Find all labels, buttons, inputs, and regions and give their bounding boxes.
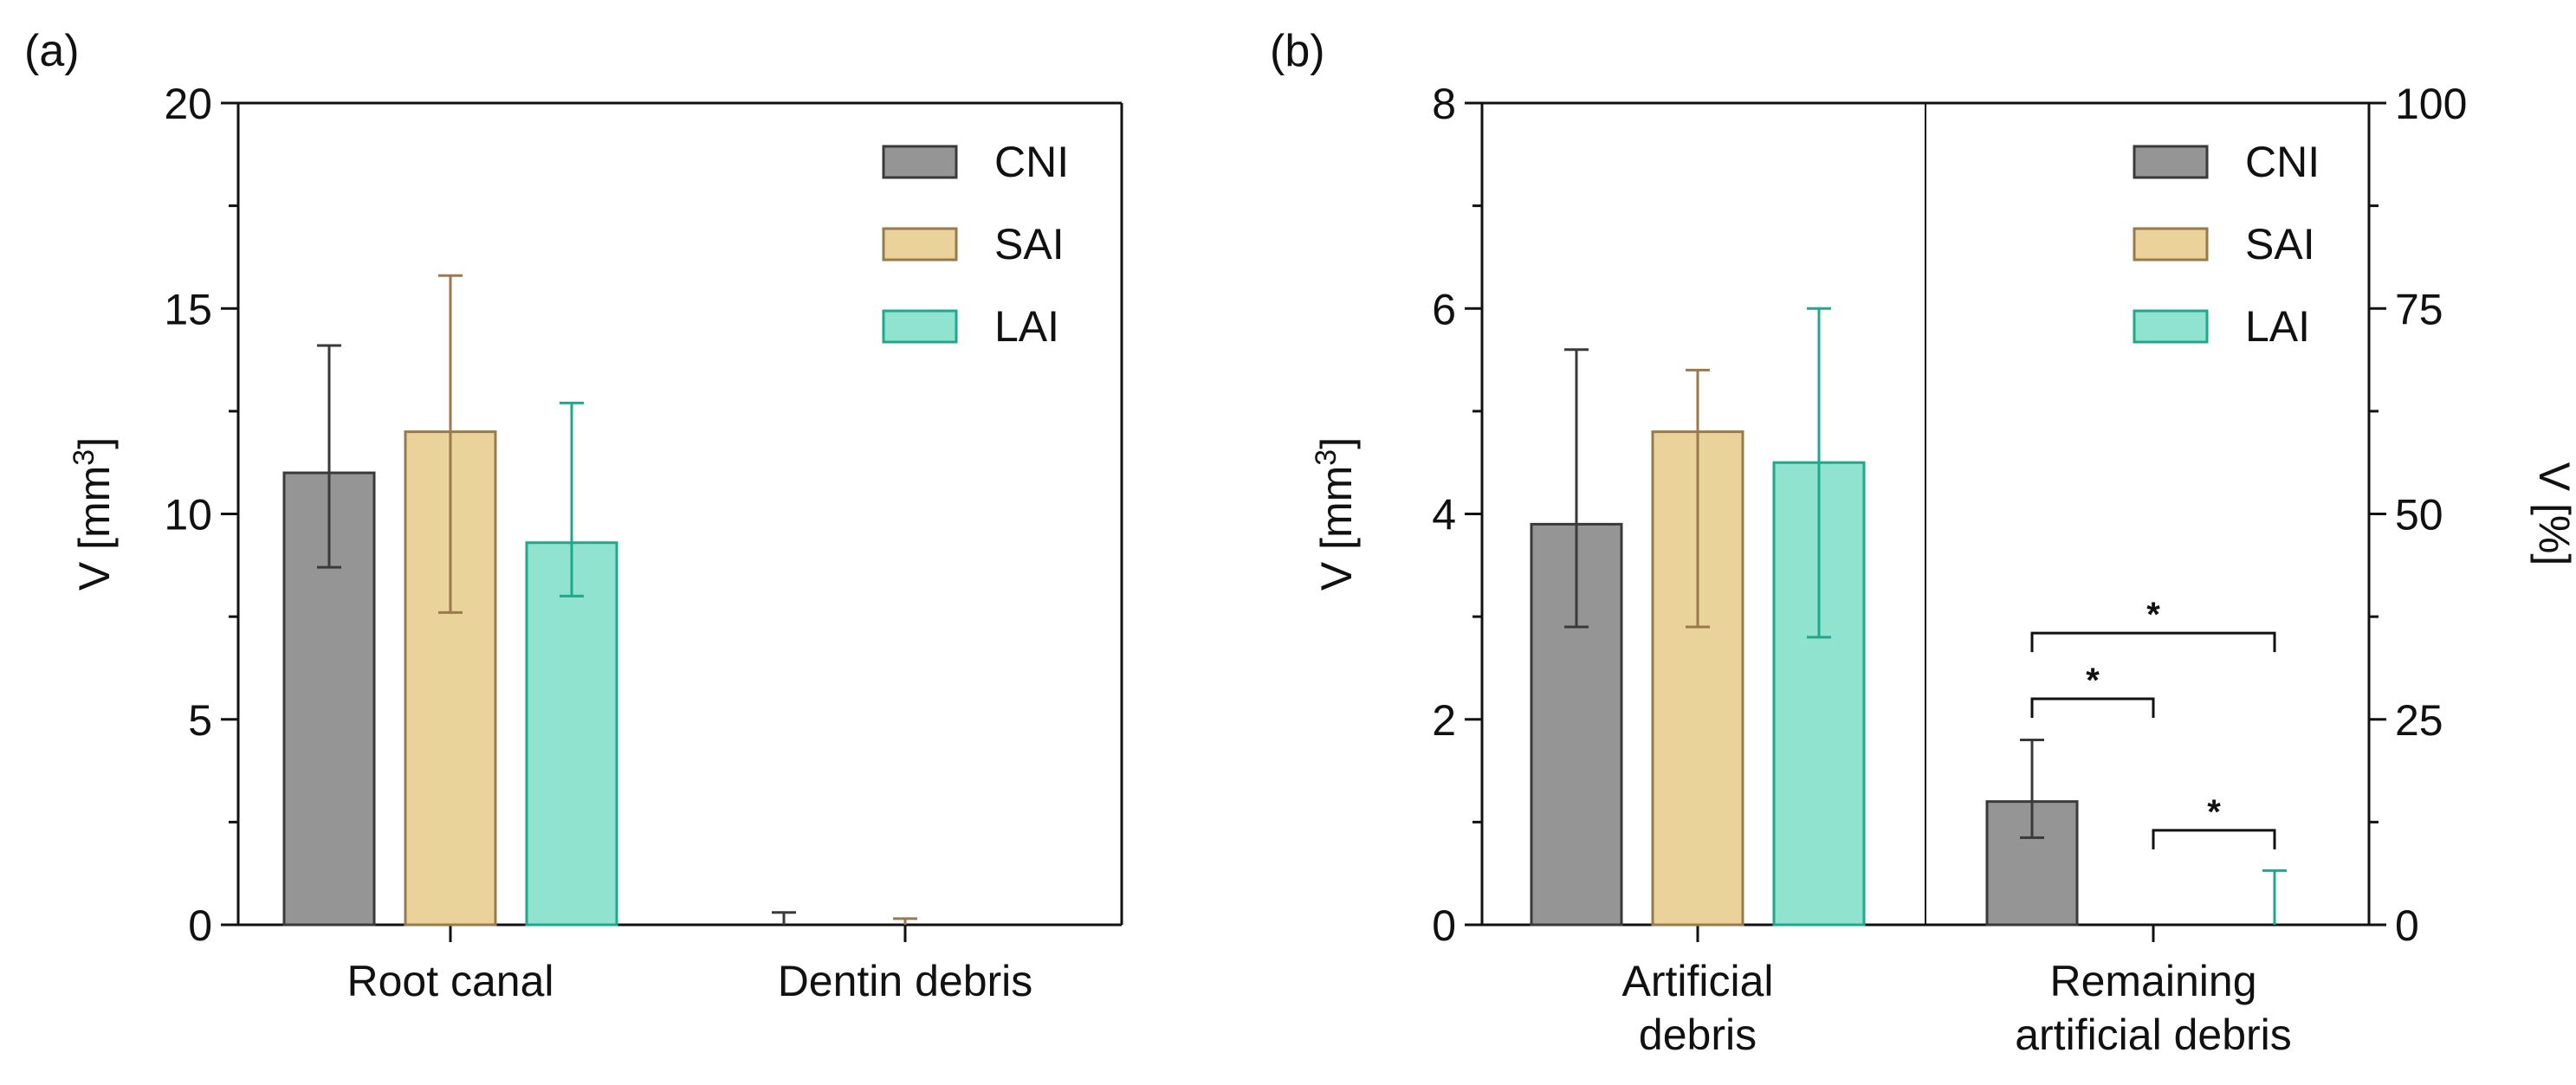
legend-label-lai: LAI	[994, 302, 1059, 351]
y-axis-label: V [mm3]	[1310, 437, 1361, 591]
y-axis-tick-label: 20	[164, 80, 212, 128]
y-axis-tick-label: 6	[1432, 285, 1456, 333]
x-tick-label: Dentin debris	[778, 957, 1033, 1005]
y2-axis-tick-label: 75	[2395, 285, 2443, 333]
y2-axis-label: V [%]	[2530, 462, 2576, 565]
legend-swatch-lai	[882, 309, 958, 344]
y2-axis-tick-label: 50	[2395, 491, 2443, 539]
y-axis-tick-label: 0	[188, 901, 212, 950]
chart-panel-b: 0 2 4 6 8 0 25 50 75 100 V [mm3] V [%] Artificial deb…	[1310, 80, 2576, 1059]
significance-star: *	[2086, 662, 2100, 700]
legend-label-cni: CNI	[994, 138, 1069, 186]
legend-swatch-cni	[882, 145, 958, 179]
y-axis-tick-label: 2	[1432, 696, 1456, 745]
legend-label-sai: SAI	[994, 220, 1065, 268]
y2-axis-tick-label: 0	[2395, 901, 2419, 950]
y-axis-tick-label: 8	[1432, 80, 1456, 128]
y-axis-tick-label: 10	[164, 491, 212, 539]
x-tick-label: Artificial debris	[1621, 957, 1773, 1059]
y2-axis-tick-label: 25	[2395, 696, 2443, 745]
significance-bracket	[2030, 697, 2155, 719]
significance-bracket	[2152, 829, 2276, 849]
significance-bracket	[2030, 631, 2276, 653]
x-tick-label: Remaining artificial debris	[2015, 957, 2292, 1059]
legend-swatch-sai	[2133, 227, 2209, 262]
legend-label-lai: LAI	[2245, 302, 2310, 351]
chart-panel-a: 0 5 10 15 20 V [mm3] Root canal Dentin debris CN…	[68, 80, 1123, 1005]
panel-b-label: (b)	[1270, 26, 1325, 76]
y-axis-tick-label: 15	[164, 285, 212, 333]
legend-label-sai: SAI	[2245, 220, 2315, 268]
significance-star: *	[2207, 793, 2221, 831]
legend-swatch-lai	[2133, 309, 2209, 344]
y-axis-tick-label: 5	[188, 696, 212, 745]
legend-swatch-sai	[882, 227, 958, 262]
legend-swatch-cni	[2133, 145, 2209, 179]
panel-a-label: (a)	[24, 26, 80, 76]
significance-star: *	[2146, 596, 2160, 634]
y2-axis-tick-label: 100	[2395, 80, 2467, 128]
x-tick-label: Root canal	[346, 957, 553, 1005]
y-axis-label: V [mm3]	[68, 437, 119, 591]
y-axis-tick-label: 4	[1432, 491, 1456, 539]
y-axis-tick-label: 0	[1432, 901, 1456, 950]
bar-lai-0	[525, 541, 618, 927]
legend-label-cni: CNI	[2245, 138, 2320, 186]
